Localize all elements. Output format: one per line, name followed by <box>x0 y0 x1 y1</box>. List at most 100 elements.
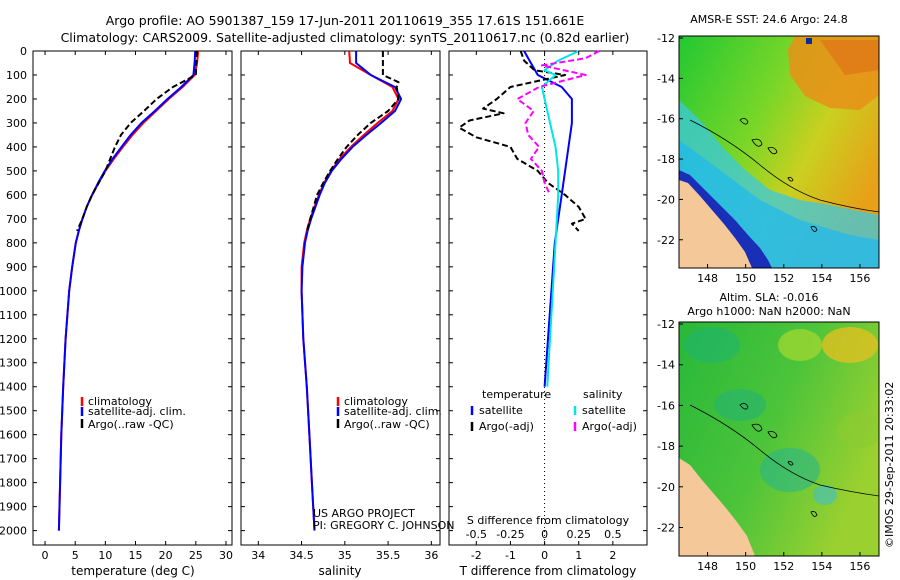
map-y-tick-label: -16 <box>657 399 675 412</box>
x-tick-label: 35 <box>338 549 352 562</box>
depth-tick-label: 100 <box>6 69 27 82</box>
depth-tick-label: 700 <box>6 213 27 226</box>
depth-tick-label: 0 <box>20 45 27 58</box>
project-annotation-line-2: PI: GREGORY C. JOHNSON <box>313 519 454 532</box>
x-tick-label: 34 <box>251 549 265 562</box>
series-line-t-argo-adj- <box>458 50 587 232</box>
depth-tick-label: 1900 <box>0 501 27 514</box>
series-line-climatology <box>300 50 400 531</box>
depth-tick-label: 1400 <box>0 381 27 394</box>
credit-label: ©IMOS 29-Sep-2011 20:33:02 <box>883 382 896 548</box>
legend-label-satellite: satellite-adj. clim. <box>88 405 186 418</box>
x-tick-label: -1 <box>505 549 516 562</box>
x-tick-label: 0 <box>541 549 548 562</box>
legend-label-s-satellite: satellite <box>582 404 626 417</box>
temperature-plot-frame <box>32 50 233 546</box>
map-y-tick-label: -12 <box>657 32 675 45</box>
land <box>679 458 755 556</box>
temperature-panel: 0 5 10 15 20 25 30 climatology satellite-adj. … <box>32 50 233 578</box>
x-tick-label: 5 <box>72 549 79 562</box>
map-y-tick-label: -22 <box>657 522 675 535</box>
project-annotation-line-1: US ARGO PROJECT <box>313 507 415 520</box>
depth-tick-label: 1600 <box>0 429 27 442</box>
depth-tick-label: 1300 <box>0 357 27 370</box>
depth-tick-label: 1700 <box>0 453 27 466</box>
s-tick-label: 0 <box>541 528 548 541</box>
t-difference-xlabel: T difference from climatology <box>459 564 637 578</box>
x-tick-label: 25 <box>189 549 203 562</box>
depth-tick-label: 1500 <box>0 405 27 418</box>
map-y-tick-label: -20 <box>657 193 675 206</box>
map-y-tick-label: -12 <box>657 318 675 331</box>
series-line-s-satellite <box>540 50 580 387</box>
map-y-tick-label: -14 <box>657 72 675 85</box>
series-line-satellite-adj-clim- <box>300 51 403 531</box>
legend-label-satellite: satellite-adj. clim. <box>344 405 442 418</box>
legend-header-salinity: salinity <box>583 388 623 401</box>
depth-tick-label: 400 <box>6 141 27 154</box>
legend-header-temperature: temperature <box>482 388 551 401</box>
depth-tick-label: 1000 <box>0 285 27 298</box>
map-x-tick-label: 152 <box>773 560 794 573</box>
salinity-panel: 34 34.5 35 35.5 36 climatology satellite-adj… <box>240 50 454 578</box>
sla-map-frame <box>678 321 880 557</box>
map-x-tick-label: 154 <box>811 560 832 573</box>
legend-label-climatology: climatology <box>88 395 152 408</box>
x-tick-label: 20 <box>159 549 173 562</box>
land <box>679 180 752 268</box>
depth-tick-label: 1200 <box>0 333 27 346</box>
map-x-tick-label: 156 <box>849 272 870 285</box>
temperature-xlabel: temperature (deg C) <box>71 564 194 578</box>
salinity-legend: climatology satellite-adj. clim. Argo(..… <box>336 395 442 431</box>
depth-tick-label: 500 <box>6 165 27 178</box>
sst-map-title: AMSR-E SST: 24.6 Argo: 24.8 <box>690 13 848 26</box>
sla-map-title-2: Argo h1000: NaN h2000: NaN <box>687 305 850 318</box>
salinity-xlabel: salinity <box>318 564 361 578</box>
legend-label-t-argo: Argo(-adj) <box>479 420 534 433</box>
map-y-tick-label: -20 <box>657 481 675 494</box>
sla-map: Altim. SLA: -0.016 Argo h1000: NaN h2000… <box>657 291 880 573</box>
map-y-tick-label: -18 <box>657 440 675 453</box>
map-y-tick-label: -14 <box>657 359 675 372</box>
difference-panel: -2 -1 0 1 2 -0.5 -0.25 0 0.25 0.5 temperature sal… <box>448 50 648 578</box>
series-line-s-argo-adj- <box>516 50 600 196</box>
x-tick-label: 34.5 <box>289 549 314 562</box>
temperature-legend: climatology satellite-adj. clim. Argo(..… <box>80 395 186 431</box>
salinity-plot-frame <box>240 50 441 546</box>
map-y-tick-label: -18 <box>657 153 675 166</box>
map-x-tick-label: 152 <box>773 272 794 285</box>
depth-tick-label: 600 <box>6 189 27 202</box>
series-line-satellite-adj-clim- <box>57 50 197 531</box>
x-tick-label: 30 <box>219 549 233 562</box>
legend-label-t-satellite: satellite <box>479 404 523 417</box>
sst-map: AMSR-E SST: 24.6 Argo: 24.8 148 150 152 154… <box>657 13 880 285</box>
x-tick-label: 35.5 <box>376 549 401 562</box>
map-x-tick-label: 148 <box>697 272 718 285</box>
s-tick-label: 0.5 <box>604 528 622 541</box>
depth-tick-label: 1100 <box>0 309 27 322</box>
header-line-1: Argo profile: AO 5901387_159 17-Jun-2011… <box>106 13 585 28</box>
map-x-tick-label: 154 <box>811 272 832 285</box>
s-tick-label: -0.25 <box>496 528 524 541</box>
x-tick-label: 2 <box>609 549 616 562</box>
series-line-climatology <box>57 50 200 531</box>
x-tick-label: 15 <box>129 549 143 562</box>
legend-label-argo: Argo(..raw -QC) <box>88 418 174 431</box>
depth-tick-label: 2000 <box>0 525 27 538</box>
sla-map-title-1: Altim. SLA: -0.016 <box>719 291 818 304</box>
depth-tick-label: 300 <box>6 117 27 130</box>
depth-axis-labels: 0 100 200 300 400 500 600 700 800 900 1000 1100 1200… <box>0 45 27 538</box>
x-tick-label: 1 <box>575 549 582 562</box>
depth-tick-label: 200 <box>6 93 27 106</box>
s-tick-label: 0.25 <box>566 528 591 541</box>
s-difference-xlabel: S difference from climatology <box>467 514 630 527</box>
map-x-tick-label: 150 <box>735 560 756 573</box>
x-tick-label: 36 <box>424 549 438 562</box>
series-line-argo-raw-qc- <box>76 50 198 232</box>
header-line-2: Climatology: CARS2009. Satellite-adjuste… <box>61 30 630 45</box>
s-tick-label: -0.5 <box>466 528 487 541</box>
depth-tick-label: 900 <box>6 261 27 274</box>
sst-map-frame <box>678 35 880 269</box>
